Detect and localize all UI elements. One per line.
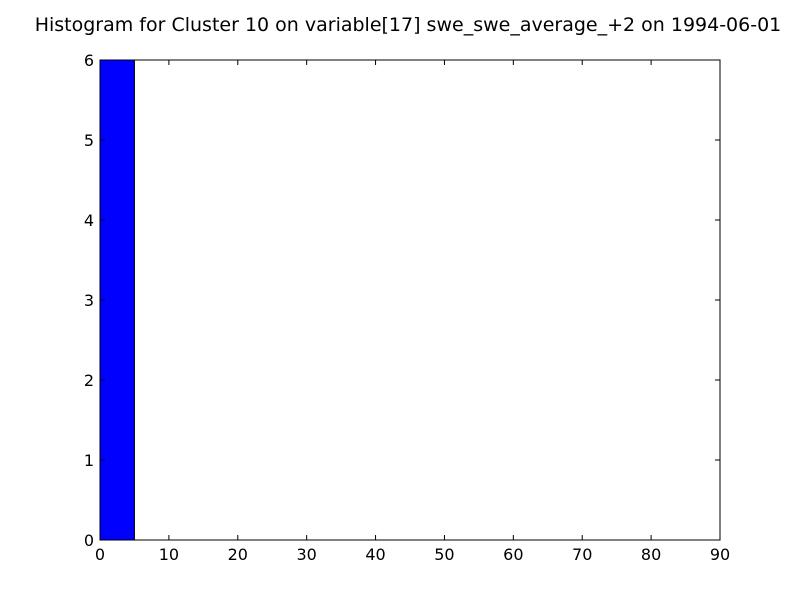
x-tick-label: 10 <box>159 545 179 564</box>
x-tick-label: 80 <box>641 545 661 564</box>
x-tick-label: 90 <box>710 545 730 564</box>
y-tick-label: 3 <box>84 291 94 310</box>
y-tick-label: 6 <box>84 51 94 70</box>
x-tick-label: 30 <box>296 545 316 564</box>
histogram-bar-0 <box>99 59 135 541</box>
y-tick-label: 1 <box>84 451 94 470</box>
bars-group <box>99 59 135 541</box>
x-tick-label: 20 <box>228 545 248 564</box>
y-tick-label: 2 <box>84 371 94 390</box>
y-tick-label: 0 <box>84 531 94 550</box>
x-tick-label: 60 <box>503 545 523 564</box>
y-tick-label: 4 <box>84 211 94 230</box>
x-tick-label: 0 <box>95 545 105 564</box>
x-tick-label: 70 <box>572 545 592 564</box>
y-tick-label: 5 <box>84 131 94 150</box>
axes-group: 0 10 20 30 40 50 60 70 80 90 0 1 2 3 4 5 6 <box>84 51 730 564</box>
chart-title: Histogram for Cluster 10 on variable[17]… <box>35 14 782 36</box>
x-tick-label: 40 <box>365 545 385 564</box>
plot-frame <box>99 59 721 541</box>
x-tick-label: 50 <box>434 545 454 564</box>
